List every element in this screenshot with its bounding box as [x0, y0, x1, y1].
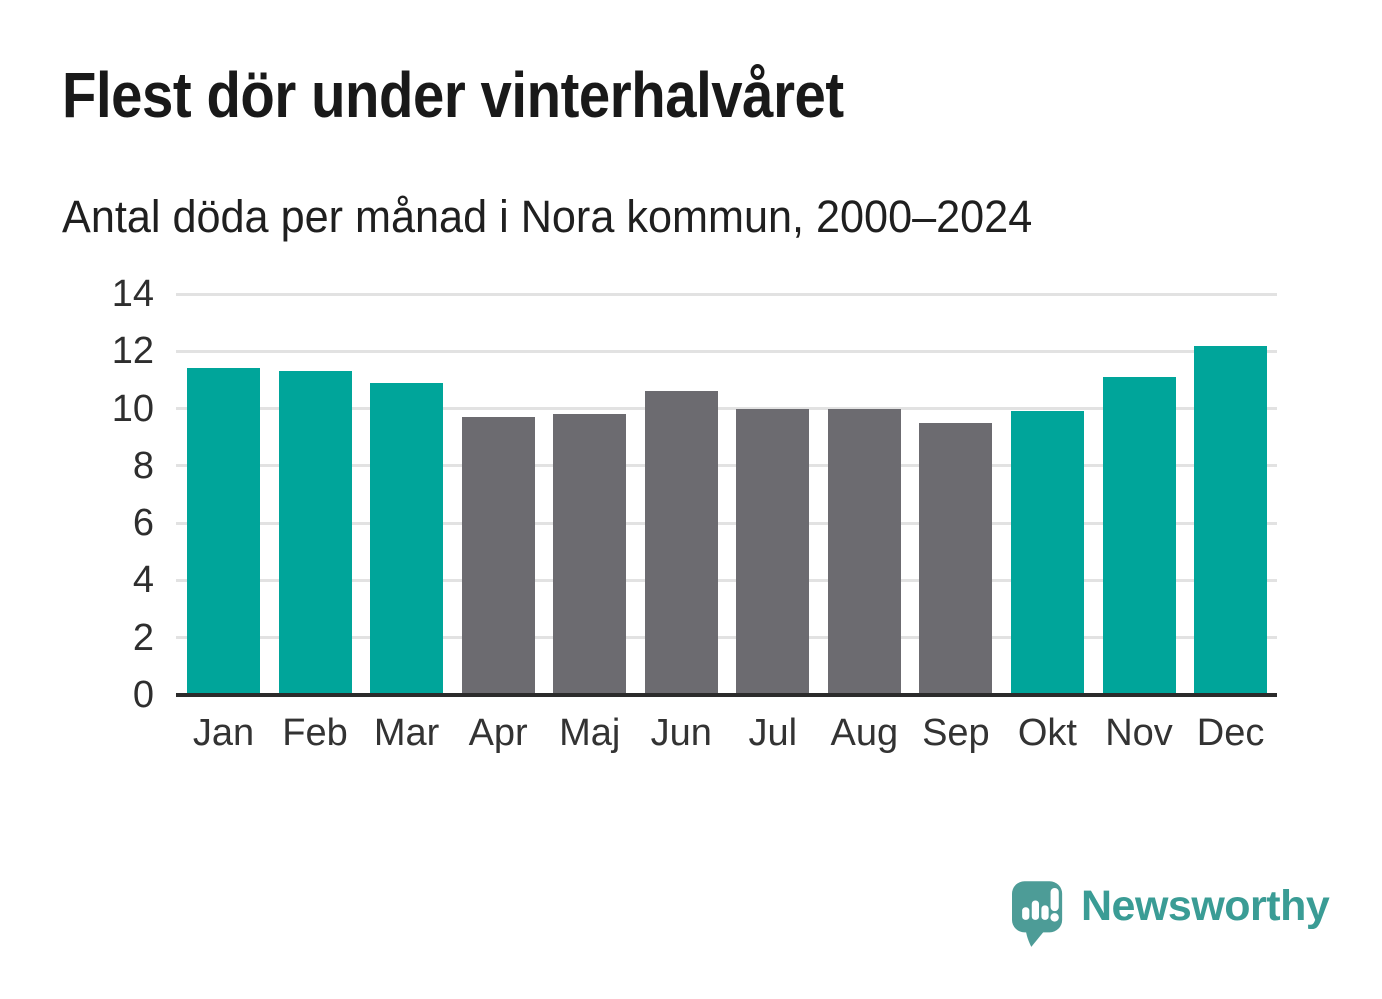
y-axis-tick-14: 14: [111, 273, 154, 315]
newsworthy-logo-text: Newsworthy: [1081, 882, 1330, 930]
gridline-y12: [176, 349, 1277, 353]
newsworthy-logo: Newsworthy: [1012, 881, 1330, 949]
x-axis-label-sep: Sep: [922, 712, 990, 754]
x-axis-label-okt: Okt: [1017, 712, 1077, 754]
x-axis-label-jul: Jul: [748, 712, 798, 754]
bar-aug: [827, 408, 901, 695]
bar-okt: [1010, 411, 1084, 695]
bar-jun: [644, 391, 718, 695]
x-axis-label-maj: Maj: [559, 712, 621, 754]
bar-apr: [461, 417, 535, 695]
y-axis-tick-10: 10: [111, 387, 154, 430]
bar-nov: [1102, 377, 1176, 695]
gridline-y6: [176, 521, 1277, 525]
x-axis-label-jun: Jun: [650, 712, 712, 754]
x-axis-label-apr: Apr: [468, 712, 528, 754]
gridline-y10: [176, 407, 1277, 411]
gridline-y14: [176, 292, 1277, 296]
chart-subtitle: Antal döda per månad i Nora kommun, 2000…: [62, 191, 1033, 242]
x-axis-label-nov: Nov: [1105, 712, 1173, 754]
gridline-y8: [176, 464, 1277, 468]
gridline-y4: [176, 578, 1277, 582]
bar-sep: [919, 422, 993, 695]
x-axis-label-mar: Mar: [373, 712, 440, 754]
bar-mar: [370, 382, 444, 695]
x-axis-line: [176, 693, 1277, 697]
bar-feb: [278, 371, 352, 695]
y-axis-tick-2: 2: [132, 616, 154, 659]
plot-area: 0 2 4 6 8 10 12 14 Jan Feb Mar Apr Maj Jun Jul Aug Sep Ok…: [112, 275, 1277, 752]
x-axis-label-dec: Dec: [1196, 712, 1265, 754]
x-axis-label-aug: Aug: [830, 712, 899, 754]
newsworthy-logo-icon: [1012, 881, 1063, 947]
y-axis-tick-4: 4: [132, 559, 154, 602]
chart-title: Flest dör under vinterhalvåret: [62, 59, 844, 131]
bar-dec: [1194, 345, 1268, 695]
gridline-y2: [176, 636, 1277, 640]
x-axis-label-jan: Jan: [192, 712, 255, 754]
x-axis-label-feb: Feb: [282, 712, 348, 754]
y-axis-tick-6: 6: [132, 502, 154, 545]
bar-jul: [736, 408, 810, 695]
y-axis-tick-12: 12: [111, 330, 154, 373]
y-axis-tick-0: 0: [132, 674, 154, 716]
bar-jan: [187, 368, 260, 695]
bar-maj: [553, 414, 627, 695]
y-axis-tick-8: 8: [132, 444, 154, 487]
